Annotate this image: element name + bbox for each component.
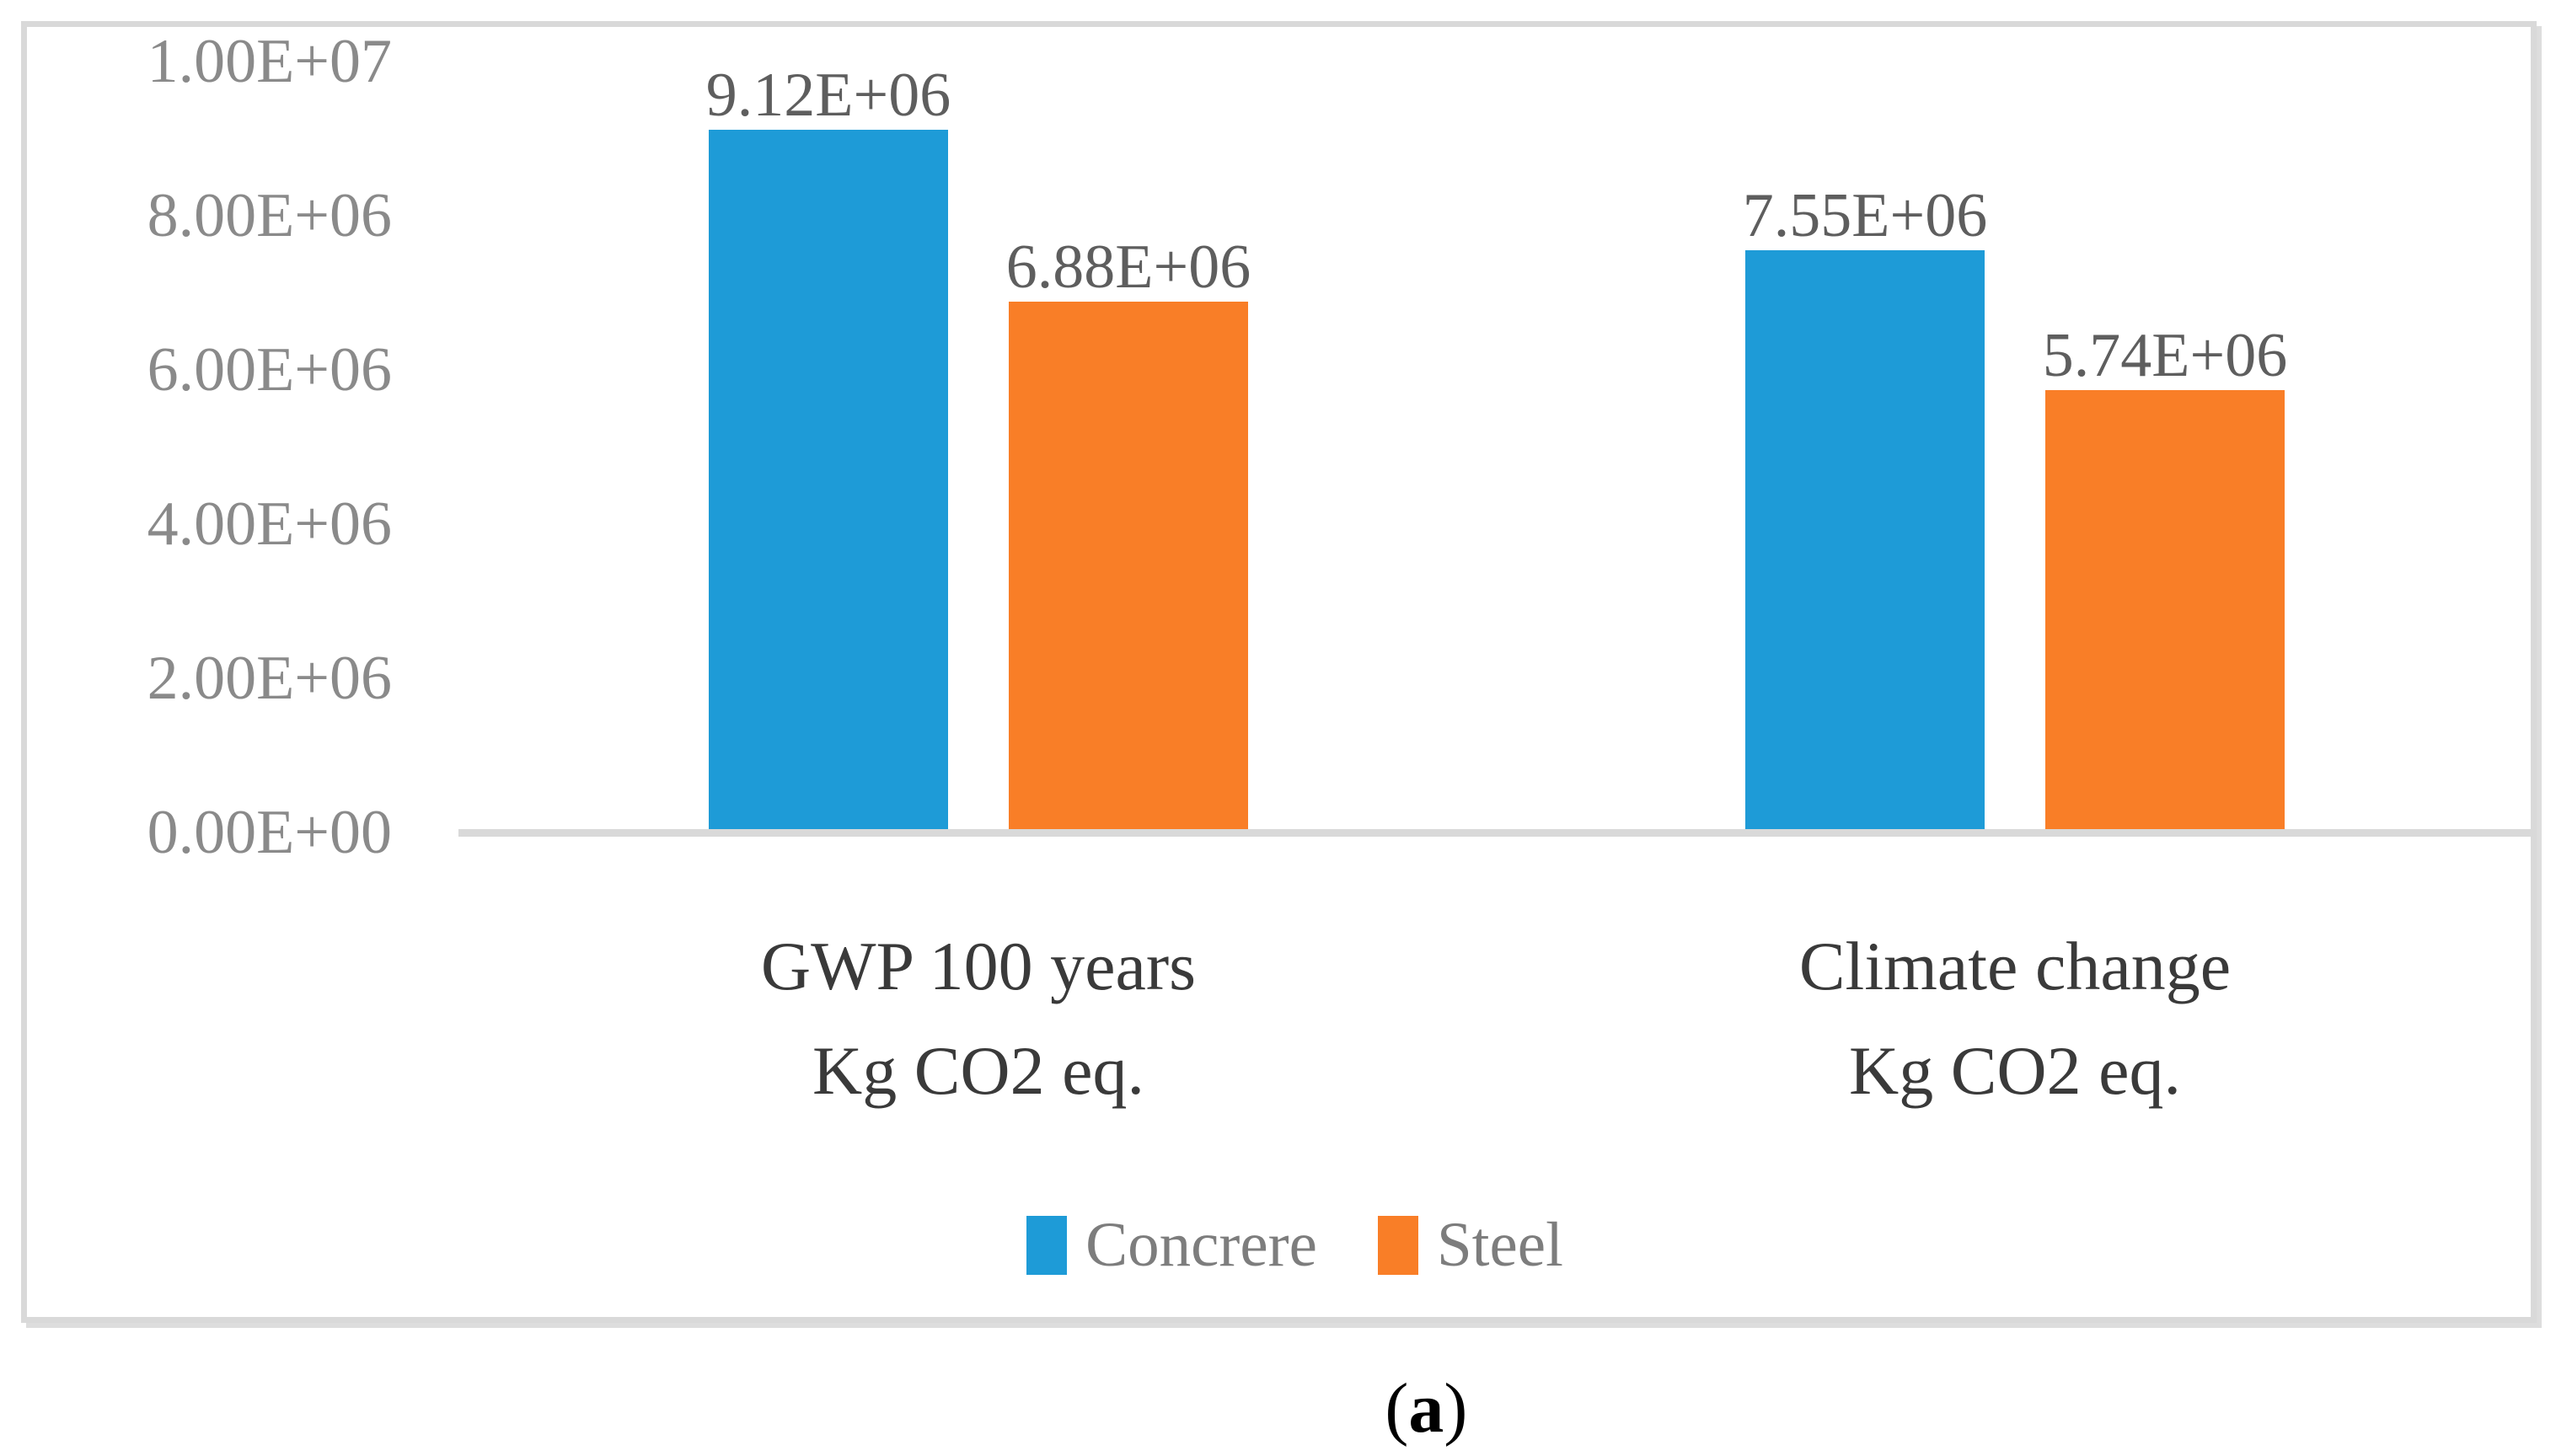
category-label-line: Climate change xyxy=(1798,928,2232,1004)
y-axis-tick-label: 4.00E+06 xyxy=(147,490,392,559)
bar-concrere-1 xyxy=(709,129,948,829)
bar-value-label: 9.12E+06 xyxy=(705,60,951,130)
legend-label: Steel xyxy=(1436,1210,1563,1280)
legend: Concrere Steel xyxy=(0,1213,2556,1277)
caption-paren-open: ( xyxy=(1385,1369,1409,1448)
legend-item-concrere: Concrere xyxy=(1026,1213,1317,1277)
bar-steel-1 xyxy=(1009,302,1248,829)
category-label-line: Kg CO2 eq. xyxy=(812,1032,1145,1109)
caption-paren-close: ) xyxy=(1444,1369,1468,1448)
category-label: Climate change Kg CO2 eq. xyxy=(1467,914,2556,1123)
bar-value-label: 6.88E+06 xyxy=(1005,233,1251,302)
bar-value-label: 5.74E+06 xyxy=(2042,320,2288,390)
y-axis-tick-label: 0.00E+00 xyxy=(147,798,392,867)
figure-caption: (a) xyxy=(1385,1368,1467,1449)
y-axis-tick-label: 1.00E+07 xyxy=(147,27,392,96)
bar-value-label: 7.55E+06 xyxy=(1742,181,1988,251)
category-label-line: GWP 100 years xyxy=(760,928,1197,1004)
category-label-line: Kg CO2 eq. xyxy=(1848,1032,2182,1109)
y-axis-tick-label: 6.00E+06 xyxy=(147,335,392,404)
legend-swatch-concrere xyxy=(1026,1216,1068,1275)
x-axis-line xyxy=(458,829,2531,837)
bar-concrere-2 xyxy=(1745,250,1985,829)
legend-item-steel: Steel xyxy=(1377,1210,1563,1280)
bar-steel-2 xyxy=(2045,389,2285,829)
legend-swatch-steel xyxy=(1377,1216,1418,1275)
caption-letter: a xyxy=(1408,1369,1444,1448)
y-axis-tick-label: 2.00E+06 xyxy=(147,644,392,713)
y-axis-tick-label: 8.00E+06 xyxy=(147,181,392,250)
category-label: GWP 100 years Kg CO2 eq. xyxy=(431,914,1526,1123)
legend-label: Concrere xyxy=(1085,1210,1317,1280)
